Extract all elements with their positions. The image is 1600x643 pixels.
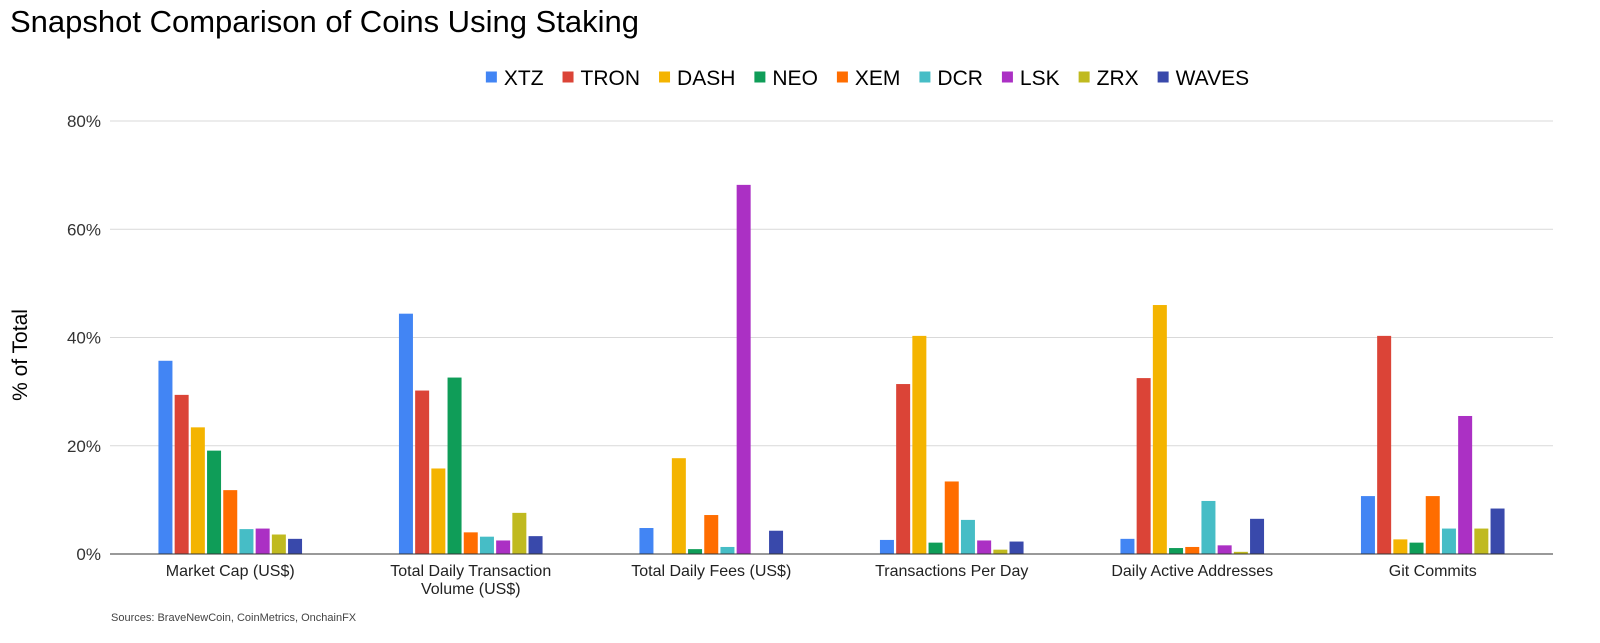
bar-xtz-2 bbox=[639, 528, 654, 554]
legend-swatch-xtz bbox=[485, 71, 497, 83]
bar-zrx-5 bbox=[1474, 528, 1489, 554]
bar-xem-5 bbox=[1425, 496, 1440, 554]
y-tick-label: 60% bbox=[67, 220, 101, 239]
x-category-label: Git Commits bbox=[1389, 563, 1477, 580]
bar-tron-0 bbox=[174, 394, 189, 554]
x-category-label: Total Daily Transaction bbox=[390, 563, 551, 580]
bar-zrx-4 bbox=[1233, 551, 1248, 554]
bar-neo-2 bbox=[688, 549, 703, 554]
bar-dash-5 bbox=[1393, 539, 1408, 554]
bar-zrx-1 bbox=[512, 512, 527, 554]
bar-dcr-0 bbox=[239, 529, 254, 554]
bar-xem-4 bbox=[1185, 546, 1200, 554]
bar-dcr-4 bbox=[1201, 500, 1216, 554]
legend-label-neo: NEO bbox=[772, 67, 818, 90]
bar-xtz-4 bbox=[1120, 538, 1135, 554]
legend: XTZ TRON DASH NEO XEM DCR LSK ZRX WAVES bbox=[485, 67, 1250, 90]
bar-zrx-3 bbox=[993, 549, 1008, 554]
bar-waves-0 bbox=[288, 538, 303, 554]
bar-tron-5 bbox=[1377, 335, 1392, 554]
legend-swatch-tron bbox=[562, 71, 574, 83]
grid bbox=[110, 120, 1553, 447]
bar-xem-3 bbox=[944, 481, 959, 554]
x-category-label: Transactions Per Day bbox=[875, 563, 1028, 580]
bar-xem-1 bbox=[463, 532, 478, 554]
bar-dcr-5 bbox=[1441, 528, 1456, 554]
legend-swatch-dash bbox=[659, 71, 671, 83]
legend-swatch-dcr bbox=[919, 71, 931, 83]
legend-label-dash: DASH bbox=[677, 67, 735, 90]
bar-neo-0 bbox=[207, 450, 222, 554]
legend-swatch-neo bbox=[754, 71, 766, 83]
bar-dash-4 bbox=[1152, 305, 1167, 554]
bar-xem-2 bbox=[704, 515, 719, 554]
legend-swatch-waves bbox=[1157, 71, 1169, 83]
bar-dash-1 bbox=[431, 468, 446, 554]
axes: 0% 20% 40% 60% 80% Market Cap (US$) Total Dail… bbox=[67, 112, 1553, 598]
bar-waves-1 bbox=[528, 536, 543, 554]
bar-dcr-1 bbox=[479, 536, 494, 554]
bar-dcr-2 bbox=[720, 546, 735, 554]
legend-label-lsk: LSK bbox=[1020, 67, 1060, 90]
bar-neo-4 bbox=[1169, 548, 1184, 554]
bar-dash-2 bbox=[671, 458, 686, 554]
y-tick-label: 0% bbox=[76, 545, 101, 564]
legend-label-zrx: ZRX bbox=[1097, 67, 1139, 90]
legend-swatch-zrx bbox=[1078, 71, 1090, 83]
legend-label-xtz: XTZ bbox=[504, 67, 544, 90]
bar-lsk-0 bbox=[255, 528, 270, 554]
bar-neo-1 bbox=[447, 377, 462, 554]
bar-zrx-0 bbox=[271, 534, 286, 554]
bar-lsk-1 bbox=[496, 540, 511, 554]
bar-xtz-1 bbox=[398, 313, 413, 554]
legend-label-waves: WAVES bbox=[1176, 67, 1250, 90]
bar-tron-4 bbox=[1136, 378, 1151, 554]
bar-xtz-3 bbox=[879, 539, 894, 554]
legend-swatch-lsk bbox=[1001, 71, 1013, 83]
x-category-label: Total Daily Fees (US$) bbox=[631, 563, 791, 580]
bars bbox=[158, 184, 1505, 554]
bar-xtz-0 bbox=[158, 360, 173, 554]
source-note: Sources: BraveNewCoin, CoinMetrics, Onch… bbox=[111, 612, 357, 624]
bar-waves-5 bbox=[1490, 508, 1505, 554]
y-tick-label: 40% bbox=[67, 329, 101, 348]
x-category-label: Market Cap (US$) bbox=[166, 563, 295, 580]
bar-dash-0 bbox=[190, 427, 205, 554]
bar-waves-2 bbox=[769, 530, 784, 554]
legend-label-tron: TRON bbox=[581, 67, 641, 90]
bar-waves-4 bbox=[1250, 518, 1265, 554]
x-category-label: Volume (US$) bbox=[421, 581, 521, 598]
bar-dcr-3 bbox=[960, 519, 975, 554]
bar-dash-3 bbox=[912, 335, 927, 554]
legend-label-dcr: DCR bbox=[937, 67, 983, 90]
legend-label-xem: XEM bbox=[855, 67, 901, 90]
legend-swatch-xem bbox=[836, 71, 848, 83]
bar-lsk-3 bbox=[977, 540, 992, 554]
bar-lsk-5 bbox=[1458, 415, 1473, 554]
bar-lsk-4 bbox=[1217, 545, 1232, 554]
y-axis-title: % of Total bbox=[9, 309, 32, 401]
x-category-label: Daily Active Addresses bbox=[1111, 563, 1273, 580]
bar-neo-3 bbox=[928, 542, 943, 554]
bar-neo-5 bbox=[1409, 542, 1424, 554]
y-tick-label: 20% bbox=[67, 437, 101, 456]
y-tick-label: 80% bbox=[67, 112, 101, 131]
bar-tron-1 bbox=[415, 390, 430, 554]
chart-title: Snapshot Comparison of Coins Using Staki… bbox=[10, 4, 639, 39]
bar-xtz-5 bbox=[1360, 496, 1375, 554]
bar-tron-3 bbox=[896, 384, 911, 554]
bar-xem-0 bbox=[223, 490, 238, 554]
bar-lsk-2 bbox=[736, 184, 751, 554]
bar-waves-3 bbox=[1009, 541, 1024, 554]
